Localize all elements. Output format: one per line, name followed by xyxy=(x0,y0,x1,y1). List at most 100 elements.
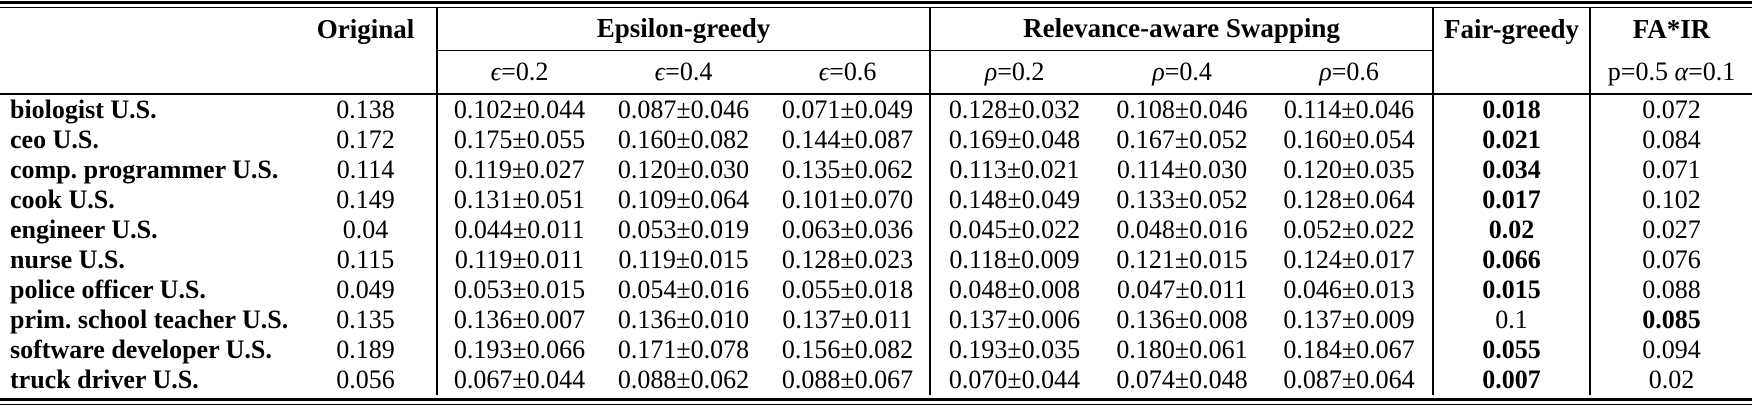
corner-empty-cell xyxy=(0,8,295,50)
cell-original: 0.172 xyxy=(336,125,395,154)
col-group-relevance-aware-swapping: Relevance-aware Swapping xyxy=(929,8,1434,51)
cell-rho-3: 0.120±0.035 xyxy=(1283,155,1415,184)
cell-epsilon-3: 0.101±0.070 xyxy=(781,185,914,214)
cell-epsilon-1: 0.131±0.051 xyxy=(436,185,601,215)
subheader-value: =0.2 xyxy=(501,56,549,86)
table-row: software developer U.S. 0.189 0.193±0.066 0… xyxy=(0,335,1752,365)
row-label: ceo U.S. xyxy=(10,125,99,154)
cell-fa-ir: 0.084 xyxy=(1589,125,1752,155)
table-top-rule xyxy=(0,1,1752,8)
cell-epsilon-1: 0.119±0.027 xyxy=(436,155,601,185)
row-label: engineer U.S. xyxy=(10,215,158,244)
col-header-fair-greedy: Fair-greedy xyxy=(1432,8,1591,50)
cell-fa-ir: 0.027 xyxy=(1589,215,1752,245)
table-body: biologist U.S. 0.138 0.102±0.044 0.087±0.04… xyxy=(0,94,1752,395)
cell-fair-greedy: 0.034 xyxy=(1432,155,1591,185)
row-label: police officer U.S. xyxy=(10,275,206,304)
cell-rho-1: 0.148±0.049 xyxy=(929,185,1099,215)
cell-rho-2: 0.180±0.061 xyxy=(1116,335,1248,364)
results-table: Original Epsilon-greedy Relevance-aware … xyxy=(0,8,1752,395)
cell-rho-1: 0.118±0.009 xyxy=(929,245,1099,275)
subheader-empty-label xyxy=(0,50,295,95)
cell-original: 0.04 xyxy=(342,215,389,244)
cell-epsilon-1: 0.136±0.007 xyxy=(436,305,601,335)
cell-epsilon-3: 0.144±0.087 xyxy=(781,125,914,154)
cell-epsilon-2: 0.054±0.016 xyxy=(617,275,750,304)
subheader-value: =0.6 xyxy=(1331,56,1379,86)
subheader-empty-fair-greedy xyxy=(1432,50,1591,95)
cell-epsilon-3: 0.128±0.023 xyxy=(781,245,914,274)
cell-rho-2: 0.133±0.052 xyxy=(1116,185,1248,214)
cell-fa-ir: 0.088 xyxy=(1589,275,1752,305)
group-header-row: Original Epsilon-greedy Relevance-aware … xyxy=(0,8,1752,51)
row-label: cook U.S. xyxy=(10,185,115,214)
cell-rho-3: 0.160±0.054 xyxy=(1283,125,1415,154)
row-label: nurse U.S. xyxy=(10,245,125,274)
cell-rho-3: 0.124±0.017 xyxy=(1283,245,1415,274)
table-row: truck driver U.S. 0.056 0.067±0.044 0.088±0… xyxy=(0,365,1752,395)
cell-fair-greedy: 0.015 xyxy=(1432,275,1591,305)
cell-epsilon-3: 0.135±0.062 xyxy=(781,155,914,184)
cell-original: 0.115 xyxy=(336,245,395,274)
cell-fair-greedy: 0.007 xyxy=(1432,365,1591,395)
cell-rho-2: 0.108±0.046 xyxy=(1116,95,1248,124)
subheader-value: =0.4 xyxy=(1164,56,1212,86)
cell-epsilon-2: 0.160±0.082 xyxy=(617,125,750,154)
cell-original: 0.049 xyxy=(336,275,395,304)
cell-fa-ir: 0.102 xyxy=(1589,185,1752,215)
cell-epsilon-1: 0.102±0.044 xyxy=(436,94,601,125)
cell-epsilon-2: 0.119±0.015 xyxy=(618,245,749,274)
subheader-rho-3: ρ=0.6 xyxy=(1266,50,1434,95)
cell-rho-3: 0.087±0.064 xyxy=(1283,365,1415,394)
cell-epsilon-2: 0.088±0.062 xyxy=(617,365,750,394)
table-row: cook U.S. 0.149 0.131±0.051 0.109±0.064 0.10… xyxy=(0,185,1752,215)
table-row: police officer U.S. 0.049 0.053±0.015 0.054… xyxy=(0,275,1752,305)
col-header-original: Original xyxy=(316,13,415,44)
cell-epsilon-3: 0.156±0.082 xyxy=(781,335,914,364)
cell-fa-ir: 0.085 xyxy=(1589,305,1752,335)
cell-rho-3: 0.137±0.009 xyxy=(1283,305,1415,334)
cell-rho-1: 0.045±0.022 xyxy=(929,215,1099,245)
cell-fa-ir: 0.072 xyxy=(1589,94,1752,125)
cell-rho-2: 0.047±0.011 xyxy=(1116,275,1248,304)
cell-rho-1: 0.113±0.021 xyxy=(929,155,1099,185)
subheader-value: =0.6 xyxy=(829,56,877,86)
cell-epsilon-1: 0.044±0.011 xyxy=(436,215,601,245)
cell-rho-1: 0.169±0.048 xyxy=(929,125,1099,155)
cell-fair-greedy: 0.055 xyxy=(1432,335,1591,365)
table-row: prim. school teacher U.S. 0.135 0.136±0.00… xyxy=(0,305,1752,335)
cell-epsilon-3: 0.063±0.036 xyxy=(781,215,914,244)
cell-original: 0.189 xyxy=(336,335,395,364)
cell-rho-1: 0.193±0.035 xyxy=(929,335,1099,365)
subheader-row: ϵ=0.2 ϵ=0.4 ϵ=0.6 ρ=0.2 ρ=0.4 ρ=0.6 p=0.… xyxy=(0,50,1752,95)
cell-original: 0.149 xyxy=(336,185,395,214)
row-label: biologist U.S. xyxy=(10,95,157,124)
cell-epsilon-2: 0.109±0.064 xyxy=(617,185,750,214)
col-header-fa-ir: FA*IR xyxy=(1589,8,1752,50)
table-row: biologist U.S. 0.138 0.102±0.044 0.087±0.04… xyxy=(0,94,1752,125)
cell-rho-3: 0.128±0.064 xyxy=(1283,185,1415,214)
cell-rho-1: 0.128±0.032 xyxy=(929,94,1099,125)
cell-rho-3: 0.114±0.046 xyxy=(1283,95,1415,124)
table-row: nurse U.S. 0.115 0.119±0.011 0.119±0.015 0.1… xyxy=(0,245,1752,275)
cell-rho-3: 0.184±0.067 xyxy=(1283,335,1415,364)
col-group-epsilon-greedy: Epsilon-greedy xyxy=(435,8,931,51)
cell-fair-greedy: 0.021 xyxy=(1432,125,1591,155)
row-label: truck driver U.S. xyxy=(10,365,199,394)
cell-rho-2: 0.048±0.016 xyxy=(1116,215,1248,244)
epsilon-symbol: ϵ xyxy=(654,56,666,86)
alpha-value: =0.1 xyxy=(1688,56,1736,86)
cell-epsilon-1: 0.067±0.044 xyxy=(436,365,601,395)
cell-fair-greedy: 0.017 xyxy=(1432,185,1591,215)
cell-epsilon-3: 0.055±0.018 xyxy=(781,275,914,304)
cell-fa-ir: 0.076 xyxy=(1589,245,1752,275)
epsilon-symbol: ϵ xyxy=(490,56,502,86)
cell-epsilon-2: 0.087±0.046 xyxy=(617,95,750,124)
cell-epsilon-3: 0.137±0.011 xyxy=(782,305,913,334)
cell-epsilon-1: 0.175±0.055 xyxy=(436,125,601,155)
cell-epsilon-2: 0.053±0.019 xyxy=(617,215,750,244)
cell-original: 0.056 xyxy=(336,365,395,394)
cell-fair-greedy: 0.018 xyxy=(1432,94,1591,125)
cell-fa-ir: 0.071 xyxy=(1589,155,1752,185)
